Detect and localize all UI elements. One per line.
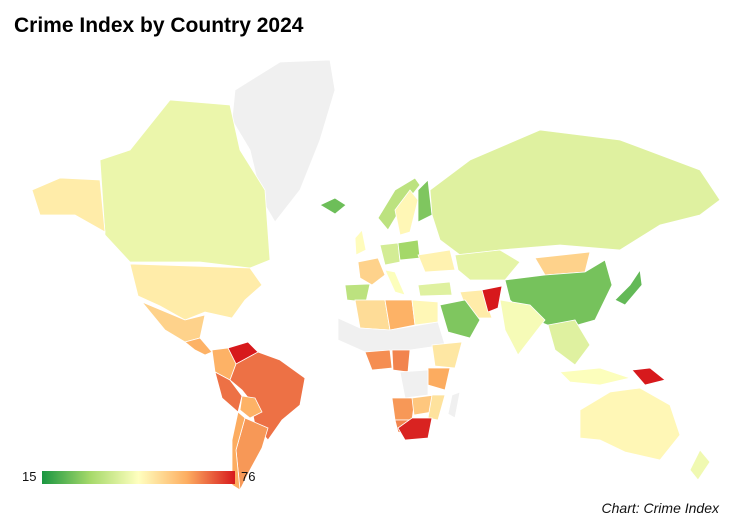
- legend-max-label: 76: [241, 469, 256, 484]
- region-russia[interactable]: Russia: 40: [429, 129, 721, 256]
- region-papua-new-guinea[interactable]: Papua New Guinea: 80: [631, 367, 666, 386]
- region-turkey[interactable]: Turkey: 40: [417, 281, 453, 297]
- region-mozambique[interactable]: Mozambique: 51: [427, 394, 446, 421]
- region-saudi-arabia[interactable]: Saudi Arabia: 26: [439, 299, 481, 339]
- region-mongolia[interactable]: Mongolia: 54: [534, 251, 591, 276]
- region-bolivia[interactable]: Bolivia: 60: [239, 395, 263, 419]
- region-germany[interactable]: Germany: 38: [379, 242, 401, 266]
- region-kazakhstan[interactable]: Kazakhstan: 41: [454, 249, 521, 281]
- region-india[interactable]: India: 44: [499, 299, 546, 356]
- region-afghanistan[interactable]: Afghanistan: 76: [481, 285, 503, 313]
- region-southeast-asia[interactable]: Southeast Asia: 40: [547, 319, 591, 366]
- region-ethiopia[interactable]: Ethiopia: 50: [431, 341, 463, 369]
- chart-source: Chart: Crime Index: [601, 500, 719, 516]
- color-legend-bar: [42, 471, 235, 484]
- region-peru[interactable]: Peru: 67: [214, 371, 243, 413]
- region-sweden[interactable]: Sweden: 47: [394, 189, 419, 236]
- region-spain[interactable]: Spain: 34: [344, 283, 371, 303]
- legend-min-label: 15: [22, 469, 37, 484]
- region-egypt[interactable]: Egypt: 47: [411, 299, 439, 326]
- region-italy[interactable]: Italy: 45: [384, 269, 406, 296]
- region-indonesia[interactable]: Indonesia: 45: [559, 367, 632, 386]
- region-angola[interactable]: Angola: 63: [391, 397, 416, 421]
- region-chile[interactable]: Chile: 61: [231, 411, 246, 491]
- region-algeria[interactable]: Algeria: 52: [354, 299, 391, 331]
- region-alaska-united-states[interactable]: Alaska (United States): 49: [31, 177, 106, 233]
- region-libya[interactable]: Libya: 60: [384, 299, 416, 331]
- region-central-america[interactable]: Central America: 60: [184, 337, 213, 356]
- region-brazil[interactable]: Brazil: 67: [229, 351, 306, 441]
- region-france[interactable]: France: 54: [357, 257, 386, 286]
- region-dr-congo[interactable]: DR Congo: [399, 369, 429, 399]
- region-ukraine[interactable]: Ukraine: 48: [417, 249, 456, 273]
- chart-title: Crime Index by Country 2024: [14, 14, 304, 37]
- region-united-kingdom[interactable]: United Kingdom: 46: [354, 229, 367, 256]
- region-cameroon[interactable]: Cameroon: 65: [391, 349, 411, 373]
- region-south-africa[interactable]: South Africa: 75: [397, 417, 433, 441]
- region-kenya[interactable]: Kenya: 61: [427, 367, 451, 391]
- region-new-zealand[interactable]: New Zealand: 43: [689, 449, 711, 481]
- region-madagascar[interactable]: Madagascar: [447, 391, 461, 419]
- region-canada[interactable]: Canada: 42: [99, 99, 271, 269]
- region-iceland[interactable]: Iceland: 24: [319, 197, 347, 215]
- region-finland[interactable]: Finland: 26: [417, 179, 433, 223]
- region-poland[interactable]: Poland: 30: [397, 239, 421, 261]
- region-australia[interactable]: Australia: 47: [579, 387, 681, 461]
- region-nigeria[interactable]: Nigeria: 64: [364, 349, 393, 371]
- region-japan[interactable]: Japan: 23: [614, 268, 643, 306]
- region-united-states[interactable]: United States: 49: [129, 263, 263, 321]
